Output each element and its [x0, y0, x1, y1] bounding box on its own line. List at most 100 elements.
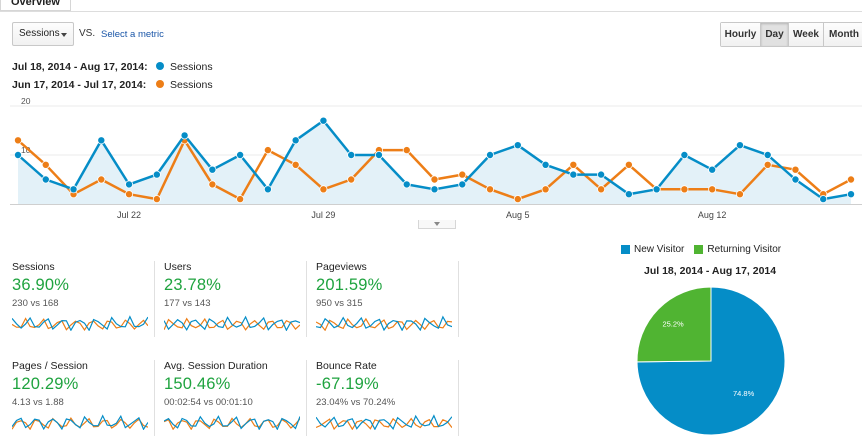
primary-data-point	[152, 170, 161, 179]
primary-data-point	[569, 170, 578, 179]
metric-select[interactable]: Sessions	[12, 22, 74, 46]
primary-data-point	[97, 136, 106, 145]
compare-data-point	[624, 160, 633, 169]
primary-data-point	[624, 190, 633, 199]
pie-legend-returning-visitor[interactable]: Returning Visitor	[707, 244, 782, 255]
primary-data-point	[402, 180, 411, 189]
sparkline	[164, 315, 300, 331]
scorecard-users[interactable]: Users 23.78% 177 vs 143	[164, 261, 307, 337]
hourly-button[interactable]: Hourly	[721, 23, 761, 46]
primary-data-point	[819, 195, 828, 204]
metric-select-value: Sessions	[19, 28, 60, 39]
primary-data-point	[180, 131, 189, 140]
vs-label: VS.	[79, 28, 96, 39]
day-button[interactable]: Day	[761, 23, 789, 46]
compare-data-point	[319, 185, 328, 194]
scorecard-change: -67.19%	[316, 375, 379, 393]
primary-data-point	[597, 170, 606, 179]
sparkline	[316, 414, 452, 430]
pie-slice-new-visitor	[636, 286, 786, 436]
sparkline	[164, 415, 300, 430]
scorecard-change: 201.59%	[316, 276, 383, 294]
scorecard-avg-session-duration[interactable]: Avg. Session Duration 150.46% 00:02:54 v…	[164, 360, 307, 436]
scorecard-label: Avg. Session Duration	[164, 360, 268, 372]
visitor-type-pie-chart: 74.8% 25.2%	[636, 286, 786, 436]
scorecard-label: Users	[164, 261, 192, 273]
pie-legend-new-visitor[interactable]: New Visitor	[634, 244, 685, 255]
tab-divider	[0, 11, 862, 12]
compare-data-point	[458, 170, 467, 179]
compare-data-point	[513, 195, 522, 204]
primary-data-point	[708, 165, 717, 174]
primary-data-point	[430, 185, 439, 194]
sessions-line-chart: 20 10 Jul 22 Jul 29 Aug 5 Aug 12	[10, 98, 862, 220]
scorecard-comparison: 177 vs 143	[164, 298, 211, 309]
chart-collapse-handle[interactable]	[418, 220, 456, 229]
legend-compare: Jun 17, 2014 - Jul 17, 2014: Sessions	[12, 79, 213, 91]
scorecard-pageviews[interactable]: Pageviews 201.59% 950 vs 315	[316, 261, 459, 337]
scorecard-change: 36.90%	[12, 276, 70, 294]
select-metric-link[interactable]: Select a metric	[101, 29, 164, 40]
sparkline-compare	[316, 417, 452, 430]
primary-data-point	[319, 116, 328, 125]
week-button[interactable]: Week	[789, 23, 824, 46]
x-tick-label: Aug 12	[698, 210, 727, 220]
primary-data-point	[847, 190, 856, 199]
primary-data-point	[652, 185, 661, 194]
scorecard-change: 23.78%	[164, 276, 222, 294]
sparkline-compare	[12, 317, 148, 331]
pie-title: Jul 18, 2014 - Aug 17, 2014	[644, 265, 777, 277]
scorecard-bounce-rate[interactable]: Bounce Rate -67.19% 23.04% vs 70.24%	[316, 360, 459, 436]
primary-data-point	[680, 151, 689, 160]
primary-data-point	[125, 180, 134, 189]
compare-data-point	[847, 175, 856, 184]
compare-data-point	[430, 175, 439, 184]
primary-data-point	[735, 141, 744, 150]
sparkline-primary	[164, 415, 300, 430]
sparkline-primary	[316, 414, 452, 430]
tab-overview[interactable]: Overview	[0, 0, 71, 11]
compare-data-point	[680, 185, 689, 194]
legend-primary-dot	[156, 62, 164, 70]
compare-data-point	[347, 175, 356, 184]
legend-compare-dot	[156, 80, 164, 88]
new-visitor-swatch	[621, 245, 630, 254]
y-tick-label: 10	[21, 145, 31, 155]
sparkline	[12, 315, 148, 331]
primary-data-point	[513, 141, 522, 150]
returning-visitor-swatch	[694, 245, 704, 254]
month-button[interactable]: Month	[824, 23, 862, 46]
primary-data-point	[208, 165, 217, 174]
scorecard-comparison: 4.13 vs 1.88	[12, 397, 64, 408]
sparkline-compare	[164, 417, 300, 430]
primary-data-point	[236, 151, 245, 160]
compare-data-point	[708, 185, 717, 194]
scorecard-change: 150.46%	[164, 375, 231, 393]
primary-data-point	[69, 185, 78, 194]
scorecard-pages-per-session[interactable]: Pages / Session 120.29% 4.13 vs 1.88	[12, 360, 155, 436]
sparkline	[12, 414, 148, 430]
legend-compare-series: Sessions	[170, 79, 213, 91]
scorecard-label: Pages / Session	[12, 360, 88, 372]
legend-primary-range: Jul 18, 2014 - Aug 17, 2014:	[12, 61, 148, 73]
pie-slice-label: 25.2%	[662, 320, 684, 329]
primary-data-point	[458, 180, 467, 189]
primary-data-point	[791, 175, 800, 184]
pie-slice-returning-visitor	[636, 286, 712, 363]
scorecard-label: Bounce Rate	[316, 360, 377, 372]
compare-data-point	[597, 185, 606, 194]
compare-data-point	[569, 160, 578, 169]
scorecard-comparison: 00:02:54 vs 00:01:10	[164, 397, 253, 408]
compare-data-point	[763, 160, 772, 169]
primary-data-point	[763, 151, 772, 160]
pie-slice-label: 74.8%	[733, 389, 755, 398]
compare-data-point	[236, 195, 245, 204]
legend-primary: Jul 18, 2014 - Aug 17, 2014: Sessions	[12, 61, 213, 73]
sparkline-primary	[164, 315, 300, 331]
scorecard-sessions[interactable]: Sessions 36.90% 230 vs 168	[12, 261, 155, 337]
compare-data-point	[541, 185, 550, 194]
primary-data-point	[541, 160, 550, 169]
sparkline-compare	[164, 317, 300, 331]
compare-data-point	[291, 160, 300, 169]
x-tick-label: Jul 22	[117, 210, 141, 220]
